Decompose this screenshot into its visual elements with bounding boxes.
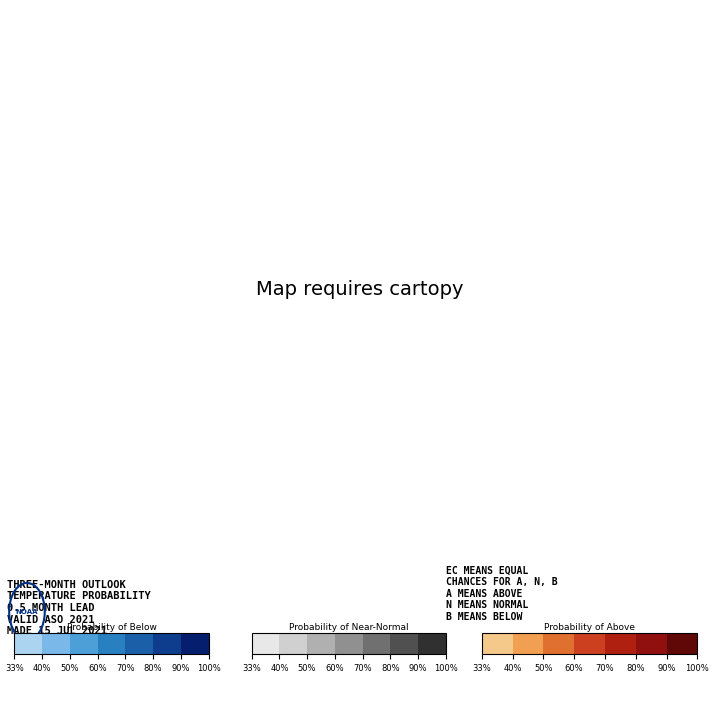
Text: Map requires cartopy: Map requires cartopy [256,281,463,299]
Title: Probability of Above: Probability of Above [544,623,635,632]
Text: THREE-MONTH OUTLOOK
TEMPERATURE PROBABILITY
0.5 MONTH LEAD
VALID ASO 2021
MADE 1: THREE-MONTH OUTLOOK TEMPERATURE PROBABIL… [7,580,151,636]
Title: Probability of Below: Probability of Below [67,623,156,632]
Title: Probability of Near-Normal: Probability of Near-Normal [289,623,408,632]
Text: EC MEANS EQUAL
CHANCES FOR A, N, B
A MEANS ABOVE
N MEANS NORMAL
B MEANS BELOW: EC MEANS EQUAL CHANCES FOR A, N, B A MEA… [446,566,557,622]
Text: NOAA: NOAA [16,609,38,614]
